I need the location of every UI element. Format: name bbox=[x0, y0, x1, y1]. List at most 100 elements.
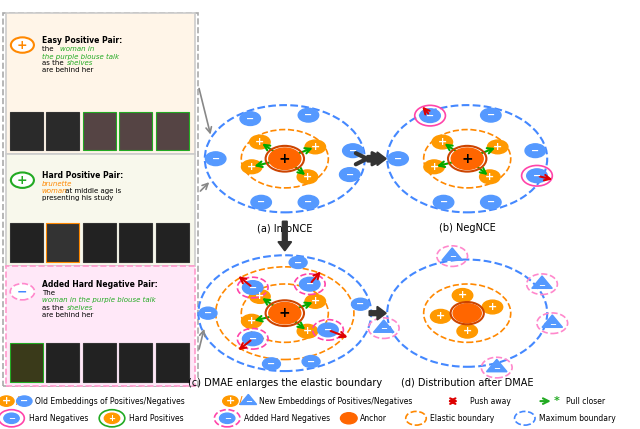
Text: −: − bbox=[356, 299, 365, 309]
FancyBboxPatch shape bbox=[156, 223, 189, 262]
Text: Elastic boundary: Elastic boundary bbox=[430, 414, 494, 423]
Text: +: + bbox=[463, 326, 472, 336]
Circle shape bbox=[488, 140, 508, 154]
Circle shape bbox=[289, 257, 307, 269]
Text: The: The bbox=[42, 290, 54, 296]
Text: +: + bbox=[279, 152, 291, 166]
Circle shape bbox=[420, 109, 440, 123]
Text: +: + bbox=[2, 396, 11, 406]
Text: −: − bbox=[249, 283, 257, 293]
FancyBboxPatch shape bbox=[6, 266, 195, 386]
Text: −: − bbox=[449, 253, 456, 262]
Text: +: + bbox=[255, 291, 264, 302]
Circle shape bbox=[250, 135, 270, 149]
Text: woman: woman bbox=[42, 188, 67, 194]
Text: −: − bbox=[204, 308, 212, 318]
Text: Hard Positive Pair:: Hard Positive Pair: bbox=[42, 172, 123, 180]
Text: at middle age is: at middle age is bbox=[63, 188, 121, 194]
FancyBboxPatch shape bbox=[83, 223, 116, 262]
Circle shape bbox=[481, 195, 501, 209]
Text: +: + bbox=[438, 137, 447, 147]
Circle shape bbox=[241, 160, 262, 174]
Text: (d) Distribution after DMAE: (d) Distribution after DMAE bbox=[401, 378, 534, 387]
Text: +: + bbox=[255, 137, 264, 147]
Circle shape bbox=[342, 144, 363, 157]
Circle shape bbox=[11, 172, 34, 188]
FancyBboxPatch shape bbox=[46, 112, 79, 150]
Text: +: + bbox=[429, 162, 439, 172]
Text: −: − bbox=[487, 110, 495, 120]
Text: are behind her: are behind her bbox=[42, 67, 93, 73]
Text: presenting his study: presenting his study bbox=[42, 195, 113, 201]
Circle shape bbox=[433, 195, 454, 209]
Circle shape bbox=[269, 302, 301, 324]
FancyBboxPatch shape bbox=[46, 223, 79, 262]
Circle shape bbox=[424, 160, 444, 174]
Text: −: − bbox=[440, 197, 447, 207]
Circle shape bbox=[482, 300, 502, 314]
Text: Added Hard Negative Pair:: Added Hard Negative Pair: bbox=[42, 281, 157, 289]
Text: (c) DMAE enlarges the elastic boundary: (c) DMAE enlarges the elastic boundary bbox=[188, 378, 382, 387]
Circle shape bbox=[340, 413, 357, 424]
Text: shelves: shelves bbox=[67, 305, 93, 311]
Polygon shape bbox=[374, 320, 394, 332]
Circle shape bbox=[318, 323, 339, 337]
Circle shape bbox=[339, 168, 360, 181]
Circle shape bbox=[457, 324, 477, 338]
Text: −: − bbox=[307, 356, 315, 366]
Text: (a) InfoNCE: (a) InfoNCE bbox=[257, 223, 312, 233]
Polygon shape bbox=[542, 315, 563, 327]
Circle shape bbox=[11, 284, 34, 299]
Text: Hard Negatives: Hard Negatives bbox=[29, 414, 88, 423]
Text: +: + bbox=[109, 414, 115, 423]
Text: +: + bbox=[303, 326, 312, 336]
Text: brunette: brunette bbox=[42, 181, 72, 187]
Circle shape bbox=[297, 170, 317, 184]
Text: −: − bbox=[17, 285, 28, 298]
Circle shape bbox=[479, 170, 500, 184]
Text: −: − bbox=[493, 364, 500, 373]
FancyBboxPatch shape bbox=[46, 343, 79, 382]
Circle shape bbox=[17, 396, 32, 406]
Text: −: − bbox=[487, 197, 495, 207]
Circle shape bbox=[525, 144, 545, 157]
Text: −: − bbox=[8, 414, 15, 423]
Text: +: + bbox=[310, 142, 320, 152]
Text: the purple blouse talk: the purple blouse talk bbox=[42, 54, 118, 60]
Circle shape bbox=[431, 309, 451, 323]
Circle shape bbox=[298, 195, 319, 209]
Circle shape bbox=[351, 298, 369, 310]
Circle shape bbox=[481, 109, 501, 122]
Text: woman in: woman in bbox=[60, 46, 95, 52]
Text: +: + bbox=[458, 290, 467, 300]
Text: Push away: Push away bbox=[470, 397, 511, 405]
Text: +: + bbox=[303, 172, 312, 182]
Circle shape bbox=[240, 112, 260, 125]
Text: +: + bbox=[461, 152, 473, 166]
Text: Old Embeddings of Positives/Negatives: Old Embeddings of Positives/Negatives bbox=[35, 397, 185, 405]
Text: the: the bbox=[42, 46, 55, 52]
Text: +: + bbox=[436, 311, 445, 321]
Circle shape bbox=[0, 396, 14, 406]
Polygon shape bbox=[532, 276, 552, 288]
Text: Added Hard Negatives: Added Hard Negatives bbox=[244, 414, 331, 423]
FancyBboxPatch shape bbox=[10, 112, 43, 150]
Text: −: − bbox=[249, 334, 257, 344]
Text: (b) NegNCE: (b) NegNCE bbox=[439, 223, 495, 233]
FancyBboxPatch shape bbox=[6, 154, 195, 266]
Text: Maximum boundary: Maximum boundary bbox=[539, 414, 616, 423]
Text: +: + bbox=[310, 296, 320, 306]
Text: −: − bbox=[294, 257, 302, 267]
Text: as the: as the bbox=[42, 305, 65, 311]
FancyBboxPatch shape bbox=[83, 112, 116, 150]
Text: +: + bbox=[247, 316, 257, 326]
Polygon shape bbox=[486, 360, 507, 372]
Text: −: − bbox=[533, 171, 541, 181]
Text: Hard Positives: Hard Positives bbox=[129, 414, 184, 423]
Circle shape bbox=[262, 358, 280, 370]
Text: +: + bbox=[17, 174, 28, 187]
Text: −: − bbox=[531, 146, 540, 156]
FancyBboxPatch shape bbox=[10, 343, 43, 382]
FancyBboxPatch shape bbox=[156, 112, 189, 150]
Circle shape bbox=[241, 314, 262, 328]
